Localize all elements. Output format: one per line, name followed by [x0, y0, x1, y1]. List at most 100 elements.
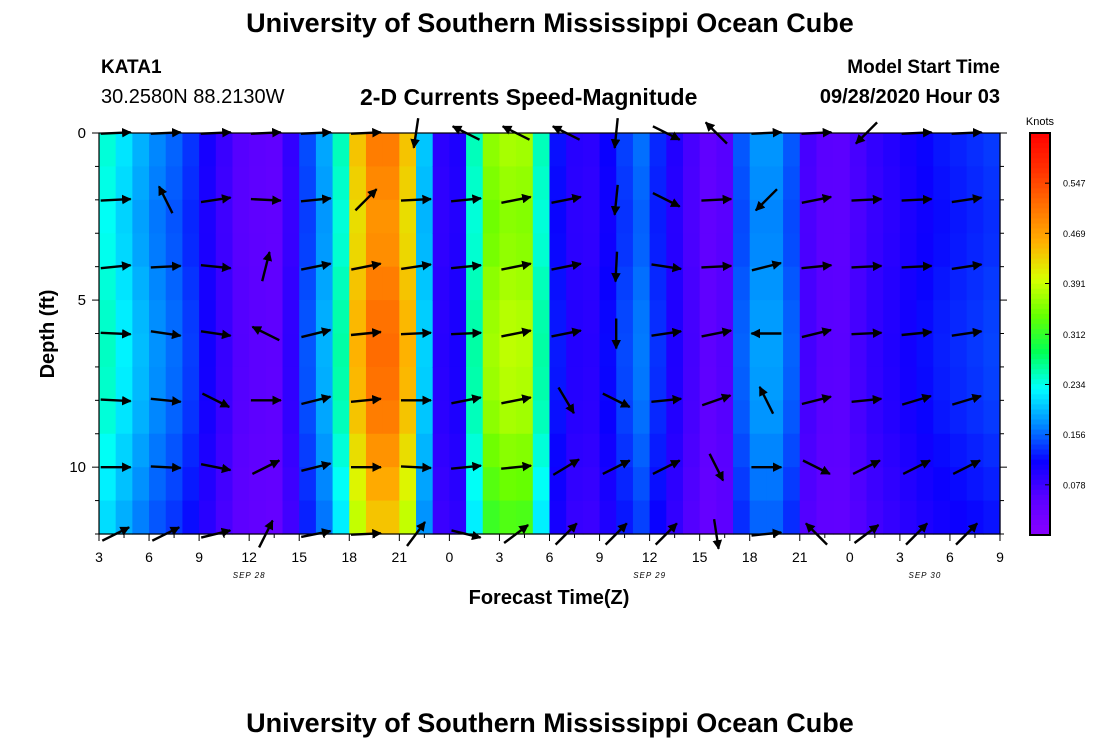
colorbar-swatch: [1030, 138, 1050, 144]
heatmap-cell: [632, 467, 651, 502]
current-arrow: [610, 184, 621, 216]
heatmap-cell: [749, 433, 768, 468]
heatmap-cell: [766, 166, 784, 201]
heatmap-cell: [983, 467, 1001, 502]
heatmap-cell: [466, 366, 484, 401]
heatmap-cell: [382, 266, 400, 301]
heatmap-cell: [716, 333, 734, 368]
colorbar-swatch: [1030, 399, 1050, 405]
heatmap-cell: [549, 166, 567, 201]
heatmap-cell: [549, 333, 567, 368]
heatmap-cell: [215, 366, 234, 401]
colorbar-swatch: [1030, 454, 1050, 461]
heatmap-cell: [649, 433, 667, 468]
heatmap-cell: [149, 500, 167, 535]
heatmap-cell: [783, 266, 801, 301]
heatmap-cell: [99, 233, 117, 268]
heatmap-cell: [149, 400, 167, 435]
colorbar-swatch: [1030, 364, 1050, 370]
heatmap-cell: [849, 133, 868, 168]
heatmap-cell: [199, 433, 217, 468]
heatmap-cell: [232, 133, 250, 168]
heatmap-cell: [182, 266, 200, 301]
heatmap-cell: [699, 166, 717, 201]
heatmap-cell: [549, 433, 567, 468]
heatmap-cell: [599, 467, 617, 502]
heatmap-cell: [833, 366, 851, 401]
current-arrow: [501, 193, 532, 204]
colorbar-swatch: [1030, 223, 1050, 230]
heatmap-cell: [532, 300, 551, 335]
heatmap-cell: [899, 500, 918, 535]
heatmap-cell: [849, 199, 868, 234]
heatmap-cell: [599, 133, 617, 168]
heatmap-cell: [666, 366, 684, 401]
heatmap-cell: [833, 300, 851, 335]
heatmap-cell: [916, 500, 934, 535]
current-arrow: [100, 395, 132, 406]
heatmap-cell: [532, 433, 551, 468]
heatmap-cell: [199, 500, 217, 535]
heatmap-cell: [816, 500, 834, 535]
heatmap-cell: [666, 500, 684, 535]
heatmap-cell: [365, 300, 384, 335]
heatmap-cell: [833, 400, 851, 435]
current-arrow: [451, 394, 482, 405]
x-tick-label: 15: [291, 549, 307, 565]
heatmap-cell: [432, 233, 450, 268]
colorbar-swatch: [1030, 524, 1050, 531]
heatmap-cell: [749, 400, 768, 435]
heatmap-cell: [149, 300, 167, 335]
colorbar-swatch: [1030, 409, 1050, 416]
heatmap-cell: [365, 233, 384, 268]
heatmap-cell: [949, 133, 968, 168]
heatmap-cell: [215, 433, 234, 468]
current-arrow: [851, 194, 883, 205]
current-arrow: [602, 392, 631, 409]
heatmap-cell: [783, 199, 801, 234]
colorbar-swatch: [1030, 148, 1050, 154]
heatmap-cell: [499, 500, 517, 535]
heatmap-cell: [916, 467, 934, 502]
colorbar-swatch: [1030, 248, 1050, 255]
heatmap-cell: [482, 366, 501, 401]
heatmap-cell: [632, 400, 651, 435]
heatmap-cell: [966, 500, 984, 535]
heatmap-cell: [616, 199, 634, 234]
heatmap-cell: [833, 333, 851, 368]
heatmap-cell: [299, 300, 317, 335]
heatmap-cell: [682, 333, 701, 368]
heatmap-cell: [616, 133, 634, 168]
x-tick-label: 9: [195, 549, 203, 565]
heatmap-cell: [432, 400, 450, 435]
heatmap-cell: [482, 199, 501, 234]
heatmap-cell: [182, 300, 200, 335]
colorbar-swatch: [1030, 529, 1050, 536]
heatmap-cell: [916, 433, 934, 468]
colorbar-swatch: [1030, 334, 1050, 340]
heatmap-cell: [682, 266, 701, 301]
colorbar-tick-label: 0.469: [1063, 229, 1086, 239]
heatmap-cell: [816, 467, 834, 502]
current-arrow: [200, 262, 232, 273]
heatmap-cell: [649, 199, 667, 234]
heatmap-cell: [365, 400, 384, 435]
heatmap-cell: [199, 467, 217, 502]
heatmap-cell: [99, 467, 117, 502]
heatmap-cell: [115, 366, 133, 401]
heatmap-cell: [983, 333, 1001, 368]
current-arrow: [801, 394, 832, 406]
current-arrow: [301, 394, 332, 406]
heatmap-cell: [749, 500, 768, 535]
heatmap-cell: [466, 166, 484, 201]
colorbar: Knots 0.547 0.469 0.391 0.312 0.234 0.156 0.078: [1026, 116, 1086, 536]
heatmap-cell: [899, 166, 918, 201]
heatmap-cell: [315, 333, 334, 368]
heatmap-cell: [449, 133, 467, 168]
heatmap-cell: [165, 333, 184, 368]
colorbar-swatch: [1030, 499, 1050, 506]
current-arrow: [951, 194, 983, 204]
heatmap-cell: [816, 199, 834, 234]
heatmap-cell: [766, 133, 784, 168]
colorbar-swatch: [1030, 424, 1050, 431]
